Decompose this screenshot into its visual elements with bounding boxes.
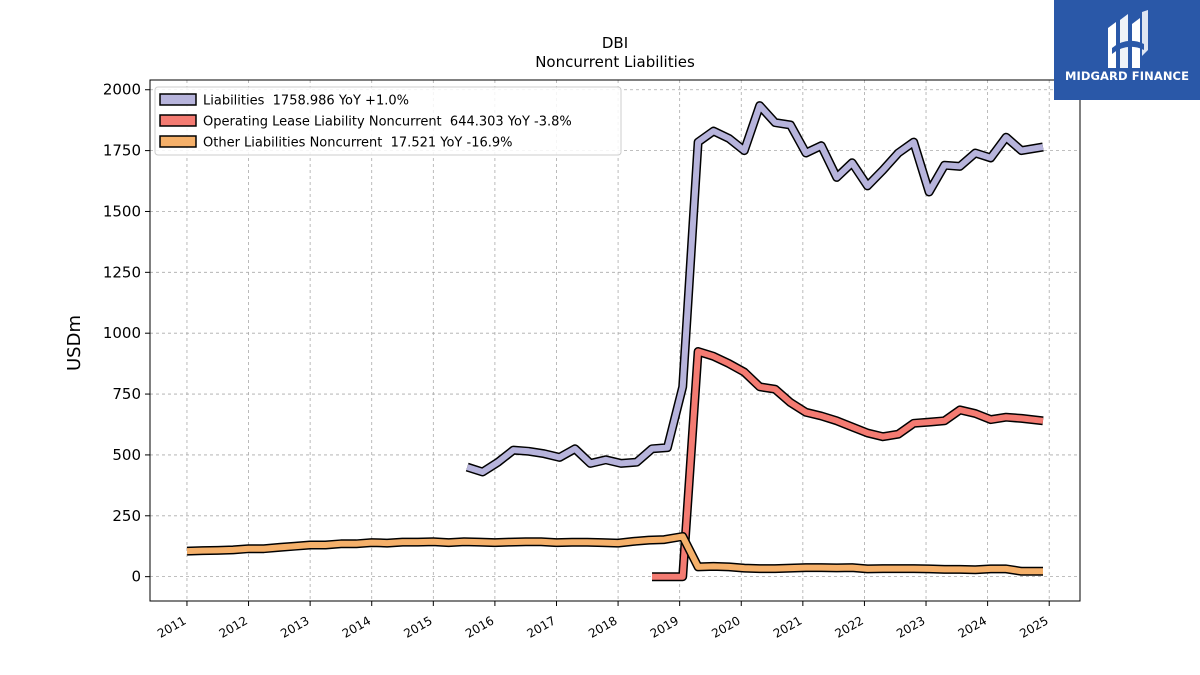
x-tick-label: 2022 xyxy=(832,613,865,640)
y-tick-label: 750 xyxy=(112,385,141,403)
legend: Liabilities 1758.986 YoY +1.0% Operating… xyxy=(154,86,622,156)
y-tick-label: 2000 xyxy=(103,81,141,99)
y-tick-label: 1000 xyxy=(103,324,141,342)
x-tick-label: 2023 xyxy=(894,613,927,640)
y-axis-label: USDm xyxy=(64,315,85,371)
x-tick-label: 2013 xyxy=(278,613,311,640)
legend-label-operating-lease: Operating Lease Liability Noncurrent 644… xyxy=(203,115,572,130)
legend-swatch-operating-lease xyxy=(159,114,197,127)
chart-subtitle: Noncurrent Liabilities xyxy=(535,53,695,71)
x-tick-label: 2014 xyxy=(340,613,373,640)
y-tick-label: 500 xyxy=(112,446,141,464)
legend-swatch-liabilities xyxy=(159,93,197,106)
x-tick-label: 2011 xyxy=(155,613,188,640)
legend-item: Operating Lease Liability Noncurrent 644… xyxy=(159,114,572,130)
y-tick-label: 250 xyxy=(112,507,141,525)
legend-item: Other Liabilities Noncurrent 17.521 YoY … xyxy=(159,135,513,151)
series-liabilities xyxy=(465,101,1044,477)
series-line xyxy=(652,348,1044,580)
plot-frame xyxy=(149,79,1081,602)
x-tick-label: 2012 xyxy=(217,613,250,640)
legend-label-other-liabilities: Other Liabilities Noncurrent 17.521 YoY … xyxy=(203,136,513,151)
series-line-outline xyxy=(652,347,1044,582)
series-layer xyxy=(186,101,1044,582)
x-tick-label: 2025 xyxy=(1017,613,1050,640)
legend-box xyxy=(154,86,622,156)
y-tick-label: 1500 xyxy=(103,202,141,220)
y-tick-label: 1750 xyxy=(103,142,141,160)
grid-layer xyxy=(150,80,1080,601)
legend-label-liabilities: Liabilities 1758.986 YoY +1.0% xyxy=(203,94,409,109)
legend-swatch-other-liabilities xyxy=(159,135,197,148)
x-tick-label: 2021 xyxy=(771,613,804,640)
logo-mark-icon xyxy=(1108,10,1148,68)
x-axis: 2011 2012 2013 2014 2015 2016 2017 2018 2019 2020… xyxy=(155,601,1051,641)
series-operating-lease-liability-noncurrent xyxy=(652,347,1044,582)
series-other-liabilities-noncurrent xyxy=(186,532,1043,576)
x-tick-label: 2018 xyxy=(586,613,619,640)
x-tick-label: 2017 xyxy=(525,613,558,640)
logo-text: MIDGARD FINANCE xyxy=(1064,69,1190,83)
y-tick-label: 1250 xyxy=(103,263,141,281)
x-tick-label: 2020 xyxy=(709,613,742,640)
x-tick-label: 2016 xyxy=(463,613,496,640)
x-tick-label: 2019 xyxy=(648,613,681,640)
legend-item: Liabilities 1758.986 YoY +1.0% xyxy=(159,93,409,109)
x-tick-label: 2024 xyxy=(956,613,989,640)
midgard-finance-logo: MIDGARD FINANCE xyxy=(1054,0,1200,100)
y-axis: 0 250 500 750 1000 1250 1500 1750 2000 xyxy=(103,81,150,586)
series-line xyxy=(466,102,1044,475)
y-tick-label: 0 xyxy=(131,568,141,586)
series-line xyxy=(186,533,1043,575)
chart-title: DBI xyxy=(602,34,628,52)
x-tick-label: 2015 xyxy=(401,613,434,640)
